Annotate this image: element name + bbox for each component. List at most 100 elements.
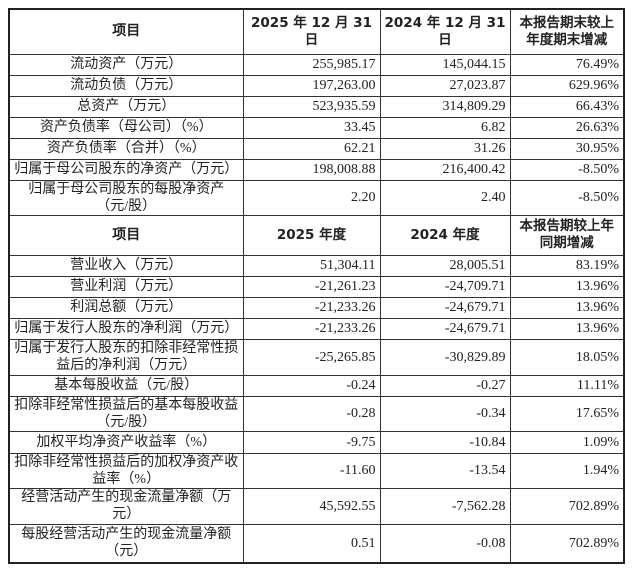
- column-header: 2024 年 12 月 31 日: [379, 8, 511, 55]
- cell-value: 31.26: [379, 137, 511, 160]
- cell-value: 2.20: [242, 179, 381, 216]
- table-row: 归属于母公司股东的每股净资产（元/股） 2.20 2.40 -8.50%: [8, 179, 625, 216]
- cell-value: 45,592.55: [242, 487, 381, 525]
- cell-value: 255,985.17: [242, 53, 381, 76]
- balance-header-row: 项目 2025 年 12 月 31 日 2024 年 12 月 31 日本报告期末较…: [8, 8, 625, 55]
- table-row: 每股经营活动产生的现金流量净额（元） 0.51 -0.08 702.89%: [8, 523, 625, 564]
- table-row: 流动负债（万元） 197,263.00 27,023.87 629.96%: [8, 74, 625, 97]
- row-label: 资产负债率（母公司）（%）: [8, 116, 244, 139]
- cell-value: 83.19%: [509, 254, 625, 277]
- cell-value: 629.96%: [509, 74, 625, 97]
- cell-value: -9.75: [242, 430, 381, 454]
- table-row: 基本每股收益（元/股） -0.24 -0.27 11.11%: [8, 374, 625, 397]
- row-label: 基本每股收益（元/股）: [8, 374, 244, 397]
- row-label: 归属于发行人股东的净利润（万元）: [8, 317, 244, 340]
- row-label: 归属于母公司股东的每股净资产（元/股）: [8, 179, 244, 216]
- cell-value: -8.50%: [509, 158, 625, 181]
- cell-value: 0.51: [242, 523, 381, 564]
- row-label: 流动资产（万元）: [8, 53, 244, 76]
- cell-value: 27,023.87: [379, 74, 511, 97]
- row-label: 流动负债（万元）: [8, 74, 244, 97]
- cell-value: 523,935.59: [242, 95, 381, 118]
- row-label: 经营活动产生的现金流量净额（万元）: [8, 487, 244, 525]
- cell-value: -13.54: [379, 452, 511, 489]
- table-row: 流动资产（万元） 255,985.17 145,044.15 76.49%: [8, 53, 625, 76]
- table-row: 营业收入（万元） 51,304.11 28,005.51 83.19%: [8, 254, 625, 277]
- cell-value: 13.96%: [509, 317, 625, 340]
- cell-value: -0.34: [379, 395, 511, 432]
- financial-table: 项目 2025 年 12 月 31 日 2024 年 12 月 31 日本报告期末较…: [8, 8, 625, 564]
- table-row: 营业利润（万元） -21,261.23 -24,709.71 13.96%: [8, 275, 625, 298]
- cell-value: -0.08: [379, 523, 511, 564]
- cell-value: 51,304.11: [242, 254, 381, 277]
- cell-value: -25,265.85: [242, 338, 381, 376]
- row-label: 扣除非经常性损益后的加权净资产收益率（%）: [8, 452, 244, 489]
- cell-value: 13.96%: [509, 296, 625, 319]
- cell-value: 18.05%: [509, 338, 625, 376]
- cell-value: 216,400.42: [379, 158, 511, 181]
- cell-value: -24,679.71: [379, 317, 511, 340]
- cell-value: 145,044.15: [379, 53, 511, 76]
- column-header: 项目: [8, 214, 244, 256]
- cell-value: 2.40: [379, 179, 511, 216]
- table-row: 扣除非经常性损益后的基本每股收益（元/股） -0.28 -0.34 17.65%: [8, 395, 625, 432]
- table-row: 归属于母公司股东的净资产（万元） 198,008.88 216,400.42 -8.5…: [8, 158, 625, 181]
- column-header: 本报告期末较上年度期末增减: [509, 8, 625, 55]
- cell-value: -24,709.71: [379, 275, 511, 298]
- row-label: 归属于发行人股东的扣除非经常性损益后的净利润（万元）: [8, 338, 244, 376]
- row-label: 营业收入（万元）: [8, 254, 244, 277]
- row-label: 加权平均净资产收益率（%）: [8, 430, 244, 454]
- cell-value: -21,233.26: [242, 317, 381, 340]
- cell-value: 6.82: [379, 116, 511, 139]
- table-row: 利润总额（万元） -21,233.26 -24,679.71 13.96%: [8, 296, 625, 319]
- table-row: 扣除非经常性损益后的加权净资产收益率（%） -11.60 -13.54 1.94%: [8, 452, 625, 489]
- cell-value: 1.09%: [509, 430, 625, 454]
- cell-value: 66.43%: [509, 95, 625, 118]
- cell-value: 197,263.00: [242, 74, 381, 97]
- table-row: 资产负债率（母公司）（%） 33.45 6.82 26.63%: [8, 116, 625, 139]
- row-label: 总资产（万元）: [8, 95, 244, 118]
- table-row: 经营活动产生的现金流量净额（万元） 45,592.55 -7,562.28 702.8…: [8, 487, 625, 525]
- cell-value: 702.89%: [509, 487, 625, 525]
- cell-value: 1.94%: [509, 452, 625, 489]
- income-header-row: 项目 2025 年度 2024 年度 本报告期较上年同期增减: [8, 214, 625, 256]
- table-row: 总资产（万元） 523,935.59 314,809.29 66.43%: [8, 95, 625, 118]
- cell-value: -0.27: [379, 374, 511, 397]
- cell-value: -10.84: [379, 430, 511, 454]
- cell-value: 76.49%: [509, 53, 625, 76]
- table-row: 归属于发行人股东的扣除非经常性损益后的净利润（万元） -25,265.85 -30,…: [8, 338, 625, 376]
- cell-value: 28,005.51: [379, 254, 511, 277]
- cell-value: -0.24: [242, 374, 381, 397]
- table-row: 资产负债率（合并）（%） 62.21 31.26 30.95%: [8, 137, 625, 160]
- cell-value: -0.28: [242, 395, 381, 432]
- cell-value: 26.63%: [509, 116, 625, 139]
- table-row: 加权平均净资产收益率（%） -9.75 -10.84 1.09%: [8, 430, 625, 454]
- cell-value: -11.60: [242, 452, 381, 489]
- cell-value: 30.95%: [509, 137, 625, 160]
- row-label: 每股经营活动产生的现金流量净额（元）: [8, 523, 244, 564]
- cell-value: 62.21: [242, 137, 381, 160]
- row-label: 利润总额（万元）: [8, 296, 244, 319]
- cell-value: 13.96%: [509, 275, 625, 298]
- column-header: 2024 年度: [379, 214, 511, 256]
- column-header: 2025 年 12 月 31 日: [242, 8, 381, 55]
- cell-value: 198,008.88: [242, 158, 381, 181]
- table-row: 归属于发行人股东的净利润（万元） -21,233.26 -24,679.71 13.9…: [8, 317, 625, 340]
- cell-value: 314,809.29: [379, 95, 511, 118]
- row-label: 资产负债率（合并）（%）: [8, 137, 244, 160]
- column-header: 本报告期较上年同期增减: [509, 214, 625, 256]
- cell-value: 11.11%: [509, 374, 625, 397]
- cell-value: 17.65%: [509, 395, 625, 432]
- cell-value: -21,261.23: [242, 275, 381, 298]
- cell-value: 702.89%: [509, 523, 625, 564]
- column-header: 2025 年度: [242, 214, 381, 256]
- cell-value: 33.45: [242, 116, 381, 139]
- cell-value: -8.50%: [509, 179, 625, 216]
- row-label: 扣除非经常性损益后的基本每股收益（元/股）: [8, 395, 244, 432]
- row-label: 归属于母公司股东的净资产（万元）: [8, 158, 244, 181]
- cell-value: -24,679.71: [379, 296, 511, 319]
- cell-value: -7,562.28: [379, 487, 511, 525]
- cell-value: -21,233.26: [242, 296, 381, 319]
- row-label: 营业利润（万元）: [8, 275, 244, 298]
- column-header: 项目: [8, 8, 244, 55]
